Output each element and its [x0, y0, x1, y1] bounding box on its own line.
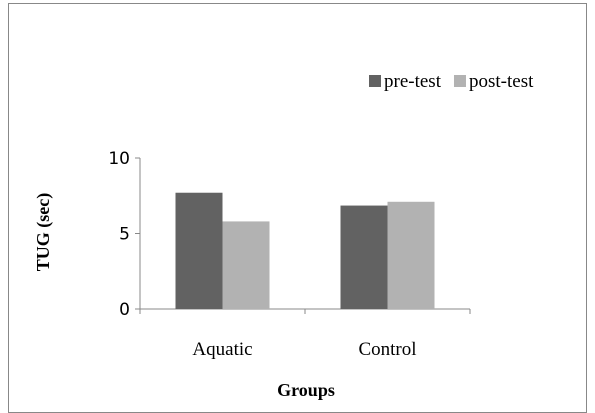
y-tick-label: 0 [119, 300, 130, 320]
legend-swatch [453, 75, 466, 87]
x-axis: Aquatic Control [139, 308, 471, 360]
y-tick-label: 10 [108, 149, 130, 169]
y-axis-title: TUG (sec) [33, 193, 54, 271]
bar-chart: pre-test post-test 0 5 10 Aquatic Control TU… [33, 71, 534, 400]
legend-label: pre-test [384, 71, 442, 92]
legend-swatch [369, 75, 381, 87]
x-tick-label: Aquatic [192, 339, 252, 360]
x-tick-label: Control [358, 339, 416, 360]
legend-label: post-test [469, 71, 534, 92]
bar [222, 221, 270, 309]
bar [175, 192, 223, 309]
x-axis-title: Groups [277, 380, 335, 400]
legend: pre-test post-test [369, 71, 534, 92]
bar [340, 205, 388, 309]
chart-frame [8, 3, 587, 413]
y-axis: 0 5 10 [108, 149, 141, 320]
bar [387, 201, 435, 309]
bars [175, 192, 435, 309]
y-tick-label: 5 [119, 225, 130, 245]
